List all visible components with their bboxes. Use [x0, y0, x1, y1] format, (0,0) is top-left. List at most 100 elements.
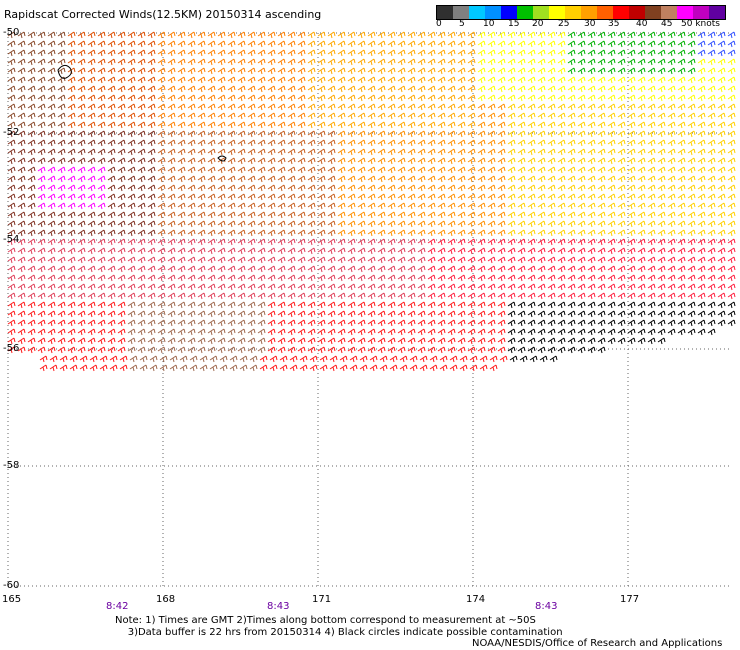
wind-barb	[117, 85, 126, 93]
wind-barb	[37, 229, 46, 237]
wind-barb	[727, 202, 736, 210]
wind-barb	[187, 112, 196, 120]
wind-barb	[487, 193, 496, 201]
wind-barb	[17, 310, 26, 318]
wind-barb	[397, 274, 406, 282]
wind-barb	[667, 319, 676, 327]
wind-barb	[387, 211, 396, 219]
wind-barb	[587, 94, 596, 102]
wind-barb	[447, 166, 456, 174]
wind-barb	[437, 184, 446, 192]
wind-barb	[307, 256, 316, 264]
wind-barb	[399, 355, 408, 363]
wind-barb	[167, 193, 176, 201]
wind-barb	[257, 121, 266, 129]
wind-barb	[367, 130, 376, 138]
wind-barb	[577, 103, 586, 111]
wind-barb	[547, 85, 556, 93]
wind-barb	[217, 283, 226, 291]
wind-barb	[647, 139, 656, 147]
wind-barb	[527, 175, 536, 183]
wind-barb	[527, 103, 536, 111]
wind-barb	[297, 265, 306, 273]
wind-barb	[457, 139, 466, 147]
wind-barb	[517, 256, 526, 264]
wind-barb	[557, 76, 566, 84]
wind-barb	[517, 49, 526, 57]
wind-barb	[587, 238, 596, 246]
wind-barb	[37, 49, 46, 57]
wind-barb	[37, 319, 46, 327]
wind-barb	[507, 238, 516, 246]
wind-barb	[517, 58, 526, 66]
wind-barb	[707, 49, 716, 57]
wind-barb	[707, 238, 716, 246]
wind-barb	[197, 166, 206, 174]
wind-barb	[97, 85, 106, 93]
wind-barb	[517, 310, 526, 318]
wind-barb	[277, 337, 286, 345]
wind-barb	[47, 247, 56, 255]
wind-barb	[27, 301, 36, 309]
wind-barb	[227, 121, 236, 129]
wind-barb	[497, 292, 506, 300]
wind-barb	[467, 175, 476, 183]
wind-barb	[497, 76, 506, 84]
wind-barb	[607, 184, 616, 192]
wind-barb	[187, 274, 196, 282]
wind-barb	[167, 94, 176, 102]
wind-barb	[47, 265, 56, 273]
wind-barb	[147, 319, 156, 327]
wind-barb	[307, 103, 316, 111]
wind-barb	[617, 274, 626, 282]
wind-barb	[357, 31, 366, 39]
wind-barb	[697, 310, 706, 318]
wind-barb	[147, 157, 156, 165]
wind-barb	[387, 148, 396, 156]
wind-barb	[367, 157, 376, 165]
wind-barb	[317, 148, 326, 156]
wind-barb	[597, 220, 606, 228]
wind-barb	[367, 301, 376, 309]
wind-barb	[537, 346, 546, 354]
wind-barb	[107, 139, 116, 147]
wind-barb	[557, 301, 566, 309]
wind-barb	[77, 121, 86, 129]
wind-barb	[107, 76, 116, 84]
wind-barb	[327, 247, 336, 255]
wind-barb	[487, 301, 496, 309]
wind-barb	[87, 58, 96, 66]
wind-barb	[497, 139, 506, 147]
wind-barb	[77, 40, 86, 48]
wind-barb	[577, 49, 586, 57]
wind-barb	[47, 184, 56, 192]
wind-barb	[407, 247, 416, 255]
wind-barb	[317, 301, 326, 309]
wind-barb	[537, 67, 546, 75]
wind-barb	[107, 337, 116, 345]
wind-barb	[17, 220, 26, 228]
wind-barb	[67, 58, 76, 66]
wind-barb	[97, 121, 106, 129]
wind-barb	[187, 337, 196, 345]
wind-barb	[177, 220, 186, 228]
wind-barb	[657, 121, 666, 129]
wind-barb	[197, 139, 206, 147]
wind-barb	[537, 148, 546, 156]
wind-barb	[337, 247, 346, 255]
wind-barb	[597, 112, 606, 120]
wind-barb	[557, 220, 566, 228]
wind-barb	[317, 220, 326, 228]
wind-barb	[477, 346, 486, 354]
wind-barb	[347, 49, 356, 57]
wind-barb	[647, 283, 656, 291]
wind-barb	[39, 355, 48, 363]
wind-barb	[557, 310, 566, 318]
wind-barb	[69, 355, 78, 363]
wind-barb	[137, 211, 146, 219]
wind-barb	[527, 220, 536, 228]
wind-barb	[297, 58, 306, 66]
wind-barb	[347, 112, 356, 120]
wind-barb	[297, 130, 306, 138]
wind-barb	[187, 121, 196, 129]
